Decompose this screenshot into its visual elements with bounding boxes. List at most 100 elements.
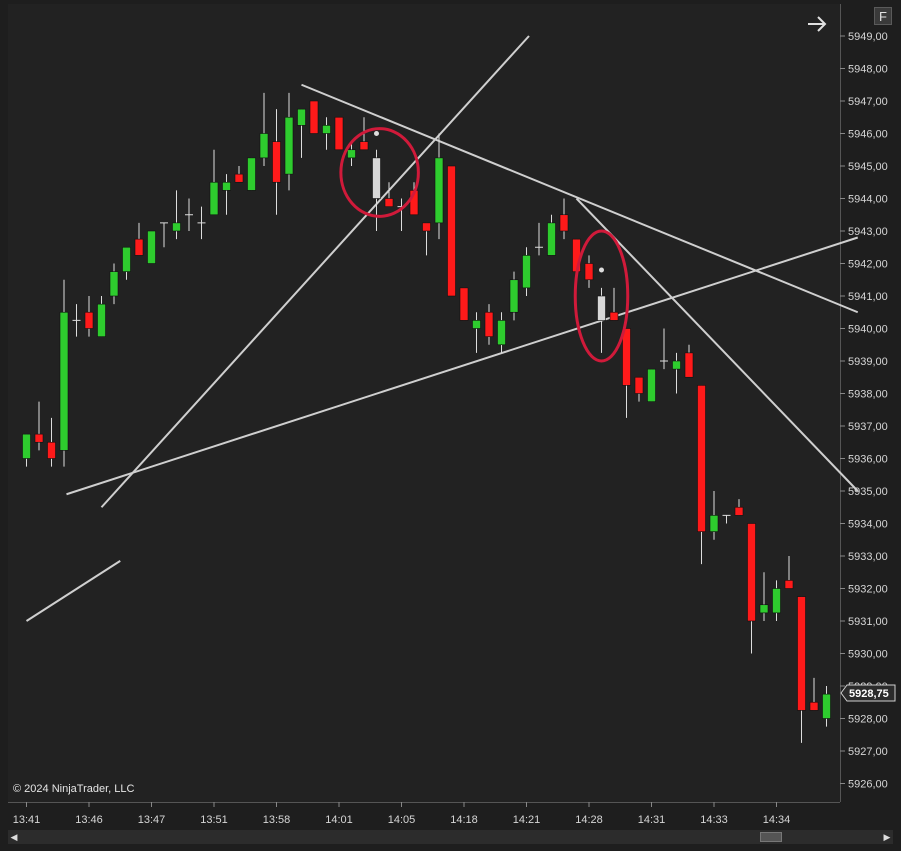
candle-body xyxy=(34,433,44,443)
candle-body xyxy=(134,238,144,256)
candle-2 xyxy=(47,417,56,467)
candle-52 xyxy=(672,352,681,394)
candle-21 xyxy=(284,92,294,191)
y-tick-label: 5931,00 xyxy=(848,616,888,628)
candle-body xyxy=(509,279,519,313)
candle-49 xyxy=(634,376,644,402)
f-button[interactable]: F xyxy=(874,7,892,25)
x-tick-label: 14:28 xyxy=(575,814,603,826)
candle-body xyxy=(709,515,719,532)
arrow-right-icon[interactable] xyxy=(806,13,828,35)
candle-body xyxy=(359,141,369,151)
horizontal-scrollbar[interactable]: ◀ ▶ xyxy=(8,830,893,844)
candle-body xyxy=(272,141,281,183)
candle-53 xyxy=(684,344,694,378)
candle-body xyxy=(322,125,331,134)
candle-29 xyxy=(384,182,394,207)
candle-7 xyxy=(109,263,119,305)
candle-32 xyxy=(422,222,431,256)
y-tick-label: 5944,00 xyxy=(848,194,888,206)
x-tick-label: 13:47 xyxy=(138,814,166,826)
y-tick-label: 5946,00 xyxy=(848,129,888,141)
candle-19 xyxy=(259,92,269,166)
price-axis[interactable]: 5949,00 5948,00 5947,00 5946,00 5945,00 5944,… xyxy=(840,31,888,791)
candle-body xyxy=(122,246,131,272)
y-tick-label: 5940,00 xyxy=(848,324,888,336)
scroll-thumb[interactable] xyxy=(760,832,782,842)
trendline-1 xyxy=(66,236,859,496)
annotation-ellipse-0 xyxy=(339,127,420,218)
candle-3 xyxy=(59,279,69,467)
x-tick-label: 14:05 xyxy=(388,814,416,826)
y-tick-label: 5948,00 xyxy=(848,64,888,76)
candle-59 xyxy=(759,572,769,621)
candle-24 xyxy=(322,117,331,150)
candle-body xyxy=(797,596,806,711)
candle-body xyxy=(84,311,94,329)
candle-57 xyxy=(734,499,744,516)
y-tick-label: 5947,00 xyxy=(848,96,888,108)
candle-body xyxy=(497,320,506,346)
candle-61 xyxy=(784,556,794,589)
candle-body xyxy=(259,133,269,159)
candle-body xyxy=(559,214,569,232)
trendline-0 xyxy=(100,35,530,508)
time-axis[interactable]: 13:41 13:46 13:47 13:51 13:58 14:01 14:05 14:18… xyxy=(13,802,791,826)
candle-51 xyxy=(660,328,668,370)
candle-13 xyxy=(185,198,193,231)
y-tick-label: 5926,00 xyxy=(848,779,888,791)
trendlines xyxy=(25,35,859,622)
trendline-4 xyxy=(25,560,121,622)
candle-body xyxy=(347,149,356,159)
candle-23 xyxy=(309,100,319,134)
candle-body xyxy=(109,271,119,297)
candle-body xyxy=(459,287,469,321)
candle-17 xyxy=(234,166,244,183)
y-tick-label: 5938,00 xyxy=(848,389,888,401)
candle-33 xyxy=(434,133,444,240)
candle-body xyxy=(597,295,606,321)
y-tick-label: 5932,00 xyxy=(848,584,888,596)
candle-41 xyxy=(535,222,543,256)
candle-body xyxy=(47,441,56,459)
candles xyxy=(22,92,831,743)
candle-body xyxy=(547,222,556,256)
y-tick-label: 5939,00 xyxy=(848,356,888,368)
candle-18 xyxy=(247,157,256,191)
candle-48 xyxy=(622,328,631,418)
x-tick-label: 13:46 xyxy=(75,814,103,826)
candle-60 xyxy=(772,580,781,621)
candle-16 xyxy=(222,174,231,215)
candle-5 xyxy=(84,296,94,337)
candle-body xyxy=(372,157,381,199)
scroll-left-icon[interactable]: ◀ xyxy=(10,832,18,842)
candle-body xyxy=(172,222,181,232)
candle-body xyxy=(22,433,31,459)
candle-body xyxy=(747,523,756,622)
candle-14 xyxy=(197,206,206,240)
candle-54 xyxy=(697,385,706,565)
candle-body xyxy=(647,368,656,402)
candle-43 xyxy=(559,198,569,240)
y-tick-label: 5942,00 xyxy=(848,259,888,271)
trendline-3 xyxy=(575,197,859,492)
candle-56 xyxy=(722,514,731,524)
candle-46 xyxy=(597,287,606,353)
candle-36 xyxy=(472,312,481,353)
trendline-2 xyxy=(301,83,859,314)
x-tick-label: 14:01 xyxy=(325,814,353,826)
candle-body xyxy=(284,116,294,175)
candle-body xyxy=(472,320,481,329)
candle-body xyxy=(734,506,744,516)
scroll-right-icon[interactable]: ▶ xyxy=(883,832,891,842)
candle-64 xyxy=(822,686,831,727)
candle-62 xyxy=(797,596,806,743)
x-tick-label: 14:34 xyxy=(763,814,791,826)
candle-body xyxy=(672,360,681,370)
x-tick-label: 14:21 xyxy=(513,814,541,826)
candle-body xyxy=(584,263,594,281)
markers xyxy=(374,131,604,273)
candle-39 xyxy=(509,271,519,321)
candle-20 xyxy=(272,109,281,215)
